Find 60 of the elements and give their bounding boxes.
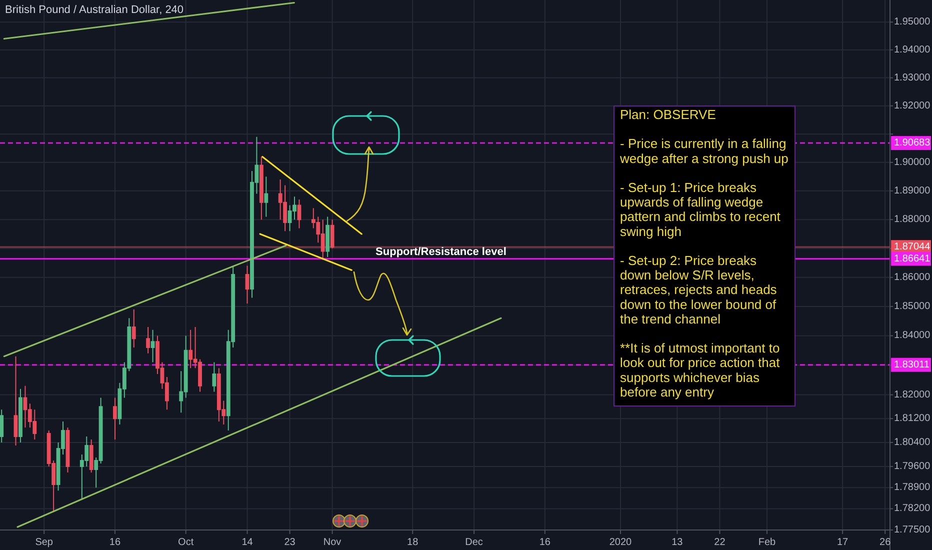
candlestick [66, 427, 70, 473]
x-tick-label: 2020 [609, 537, 632, 548]
y-tick-label: 1.78900 [894, 482, 931, 494]
candlestick [259, 156, 264, 220]
candlestick [113, 397, 117, 440]
candlestick [18, 388, 22, 443]
x-tick-label: 16 [539, 537, 551, 548]
candlestick [326, 216, 330, 258]
y-tick-label: 1.89000 [894, 185, 931, 196]
y-tick-label: 1.84000 [894, 330, 931, 342]
ref-line-label: 1.87044 [894, 242, 931, 253]
candlestick [146, 326, 150, 354]
x-tick-label: Feb [758, 537, 776, 548]
x-tick-label: 23 [284, 537, 296, 548]
x-tick-label: 13 [672, 537, 684, 548]
candlestick [188, 329, 193, 369]
ref-line-label: 1.83011 [894, 359, 930, 370]
candlestick [150, 329, 155, 363]
y-tick-label: 1.85000 [894, 300, 931, 312]
chart-title: British Pound / Australian Dollar, 240 [5, 4, 184, 16]
candlestick [297, 199, 302, 229]
y-tick-label: 1.88000 [894, 214, 931, 226]
y-tick-label: 1.92000 [894, 100, 931, 112]
x-tick-label: 26 [880, 537, 892, 548]
y-tick-label: 1.80400 [894, 436, 931, 448]
candlestick [264, 176, 268, 218]
y-tick-label: 1.79600 [894, 460, 931, 472]
x-tick-label: 18 [407, 537, 419, 548]
y-tick-label: 1.95000 [894, 16, 931, 28]
x-tick-label: Dec [465, 537, 483, 548]
candlestick [212, 362, 216, 392]
ref-line-label: 1.86641 [894, 253, 931, 264]
y-tick-label: 1.81200 [894, 413, 931, 424]
candlestick [0, 409, 4, 443]
annotation: - Price is currently in a falling wedge after a strong push up [619, 136, 788, 166]
candlestick [245, 265, 250, 304]
x-tick-label: 22 [714, 537, 726, 548]
y-tick-label: 1.78200 [894, 503, 931, 514]
candlestick [132, 308, 136, 348]
y-tick-label: 1.94000 [894, 44, 931, 56]
x-tick-label: 17 [836, 537, 849, 548]
x-tick-label: Oct [178, 537, 194, 548]
x-tick-label: 14 [242, 537, 254, 548]
annotation: Plan: OBSERVE [620, 107, 716, 122]
candlestick [14, 356, 18, 446]
y-tick-label: 1.77500 [894, 524, 931, 536]
x-tick-label: Sep [35, 537, 54, 548]
candlestick [89, 438, 94, 473]
y-tick-label: 1.90000 [894, 156, 931, 168]
annotation: **It is of utmost important to look out for price action that supports whichever bias before any entry [620, 340, 780, 400]
y-tick-label: 1.86000 [894, 272, 931, 283]
x-tick-label: Nov [323, 537, 342, 548]
annotation: Support/Resistance level [376, 246, 506, 258]
candlestick [330, 219, 334, 249]
y-tick-label: 1.93000 [894, 72, 931, 84]
y-tick-label: 1.82000 [894, 389, 931, 400]
x-tick-label: 16 [109, 537, 121, 548]
annotation: - Set-up 2: Price breaks down below S/R levels, retraces, rejects and heads down to the lower bound of the trend channel [620, 253, 778, 326]
ref-line-label: 1.90683 [894, 138, 931, 149]
annotation: - Set-up 1: Price breaks upwards of falling wedge pattern and climbs to recent swing high [620, 180, 781, 239]
